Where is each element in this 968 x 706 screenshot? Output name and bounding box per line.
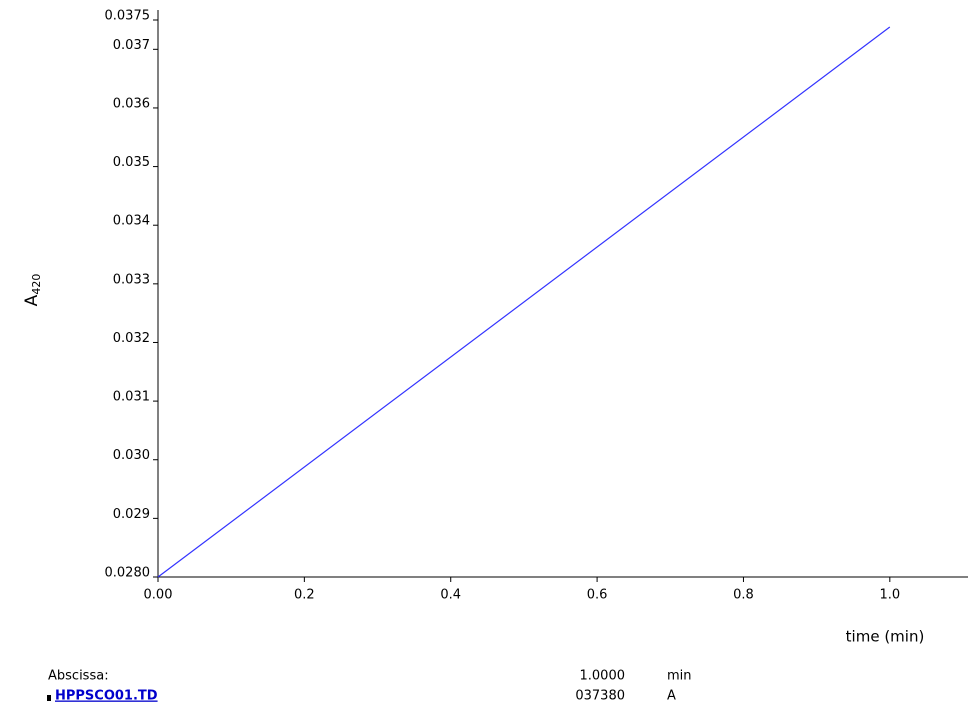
- y-tick-label: 0.037: [113, 38, 150, 53]
- data-line: [158, 27, 890, 577]
- y-axis-label: A420: [22, 274, 43, 307]
- trace-marker: [47, 695, 51, 701]
- x-tick-label: 0.4: [440, 588, 461, 603]
- x-axis-label: time (min): [846, 628, 925, 646]
- y-axis-label-main: A: [22, 294, 42, 306]
- y-tick-label: 0.030: [113, 448, 150, 463]
- x-tick-label: 0.2: [294, 588, 315, 603]
- y-tick-label: 0.0280: [105, 566, 151, 581]
- abscissa-unit: min: [667, 669, 692, 684]
- x-tick-label: 0.8: [733, 588, 754, 603]
- y-tick-label: 0.036: [113, 96, 150, 111]
- chart: time (min) A420 Abscissa: 1.0000 min HPP…: [0, 0, 968, 706]
- x-tick-label: 0.6: [587, 588, 608, 603]
- trace-link[interactable]: HPPSCO01.TD: [55, 689, 158, 704]
- y-tick-label: 0.035: [113, 155, 150, 170]
- x-tick-label: 0.00: [144, 588, 173, 603]
- y-tick-label: 0.029: [113, 507, 150, 522]
- y-tick-label: 0.031: [113, 390, 150, 405]
- y-axis-label-sub: 420: [30, 274, 43, 295]
- y-axis-label-group: A420: [22, 274, 43, 307]
- abscissa-label: Abscissa:: [48, 669, 109, 684]
- y-tick-label: 0.033: [113, 272, 150, 287]
- x-tick-label: 1.0: [879, 588, 900, 603]
- trace-unit: A: [667, 689, 676, 704]
- y-tick-label: 0.034: [113, 214, 150, 229]
- y-tick-label: 0.032: [113, 331, 150, 346]
- abscissa-value: 1.0000: [580, 669, 626, 684]
- trace-value: 037380: [575, 689, 625, 704]
- y-tick-label: 0.0375: [105, 9, 151, 24]
